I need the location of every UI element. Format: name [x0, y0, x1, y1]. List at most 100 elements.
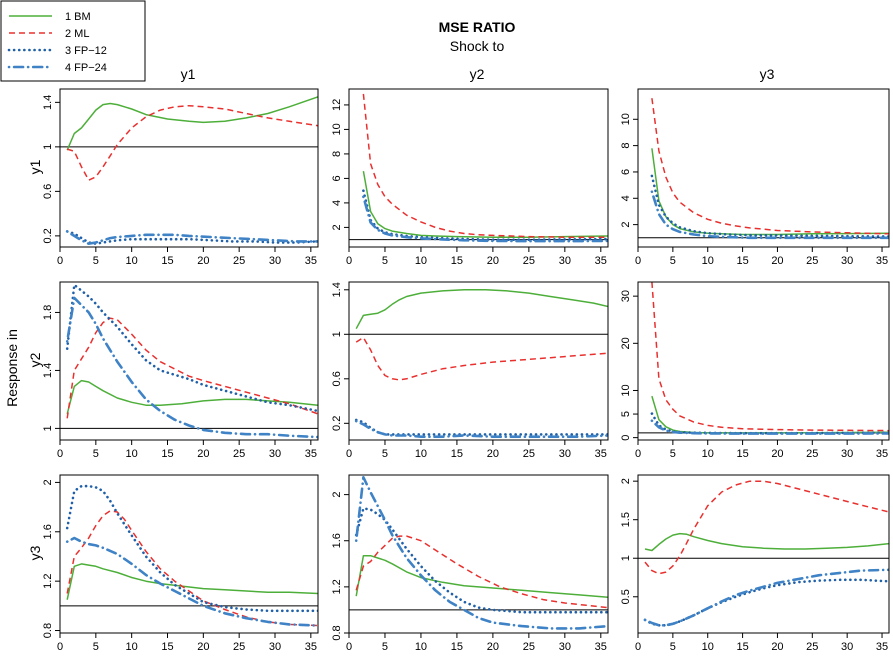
response-in-label: Response in	[4, 329, 20, 407]
panel-r2c2: 0 5 10 15 20 25 30 35 0.2 0.6 1 1.4	[331, 281, 609, 460]
y-tick-label-r1c3: 10	[620, 113, 632, 125]
x-tick-label-r2c2: 15	[451, 448, 463, 460]
x-tick-label-r1c1: 25	[233, 255, 245, 267]
x-tick-label-r2c1: 35	[305, 448, 317, 460]
series-group-r3c2	[354, 476, 608, 630]
x-tick-label-r1c3: 20	[771, 255, 783, 267]
x-tick-label-r2c3: 10	[702, 448, 714, 460]
series-line-fp12-r3c3	[643, 578, 889, 627]
series-line-ml-r2c3	[651, 282, 889, 432]
x-tick-label-r2c2: 30	[559, 448, 571, 460]
x-tick-label-r3c3: 5	[670, 641, 676, 653]
series-line-fp24-r3c2	[354, 476, 608, 630]
series-line-fp12-r1c1	[65, 230, 318, 245]
y-tick-label-r3c3: 1.5	[620, 512, 632, 527]
x-tick-label-r3c1: 0	[57, 641, 63, 653]
series-line-bm-r1c3	[651, 148, 889, 236]
y-tick-label-r1c3: 4	[620, 195, 632, 201]
x-tick-label-r1c1: 35	[305, 255, 317, 267]
x-tick-label-r1c3: 5	[670, 255, 676, 267]
x-tick-label-r1c3: 35	[876, 255, 888, 267]
plot-frame-r3c1	[59, 474, 319, 634]
x-tick-label-r1c2: 35	[595, 255, 607, 267]
series-line-ml-r1c2	[362, 93, 608, 238]
series-line-bm-r1c1	[66, 96, 318, 151]
x-tick-label-r2c2: 5	[382, 448, 388, 460]
y-tick-label-r2c3: 30	[620, 290, 632, 302]
x-tick-label-r1c1: 20	[197, 255, 209, 267]
x-tick-label-r3c1: 35	[305, 641, 317, 653]
y-tick-label-r2c3: 10	[620, 384, 632, 396]
x-tick-label-r3c1: 30	[269, 641, 281, 653]
series-line-fp24-r3c1	[65, 536, 318, 627]
x-tick-label-r3c3: 35	[876, 641, 888, 653]
series-line-fp12-r1c3	[650, 174, 889, 238]
x-tick-label-r1c1: 15	[161, 255, 173, 267]
x-tick-label-r3c2: 15	[451, 641, 463, 653]
panel-r3c3: 0 5 10 15 20 25 30 35 0.5 1 1.5 2	[620, 474, 890, 653]
legend: 1 BM 2 ML 3 FP−12 4 FP−24	[0, 0, 146, 82]
series-line-fp24-r1c1	[65, 230, 318, 245]
y-tick-label-r2c1: 1	[42, 425, 54, 431]
y-tick-label-r3c1: 1.2	[42, 574, 54, 589]
plot-frame-r1c1	[59, 88, 319, 248]
series-line-fp24-r2c1	[65, 296, 318, 439]
y-tick-label-r3c2: 1.6	[331, 533, 343, 548]
x-tick-label-r2c3: 20	[771, 448, 783, 460]
x-tick-label-r3c1: 25	[233, 641, 245, 653]
x-tick-label-r2c1: 5	[93, 448, 99, 460]
x-tick-label-r3c2: 5	[382, 641, 388, 653]
y-tick-label-r3c3: 0.5	[620, 589, 632, 604]
x-tick-label-r1c2: 10	[415, 255, 427, 267]
series-group-r2c3	[650, 282, 889, 435]
panel-r2c1: 0 5 10 15 20 25 30 35 1 1.4 1.8	[42, 281, 319, 460]
y-tick-label-r1c1: 1.4	[42, 95, 54, 110]
x-tick-label-r3c3: 10	[702, 641, 714, 653]
y-tick-label-r1c3: 2	[620, 222, 632, 228]
y-tick-label-r2c3: 20	[620, 337, 632, 349]
x-tick-label-r1c3: 15	[736, 255, 748, 267]
legend-label-bm: 1 BM	[65, 11, 91, 23]
column-label-y2: y2	[470, 66, 485, 82]
series-line-bm-r2c2	[355, 289, 608, 330]
series-line-bm-r3c3	[644, 532, 889, 552]
x-tick-label-r3c3: 0	[635, 641, 641, 653]
figure-subtitle: Shock to	[450, 38, 505, 54]
x-tick-label-r3c3: 15	[736, 641, 748, 653]
y-tick-label-r2c3: 0	[620, 435, 632, 441]
x-tick-label-r3c1: 5	[93, 641, 99, 653]
y-tick-label-r3c2: 1.2	[331, 579, 343, 594]
x-tick-label-r2c2: 0	[346, 448, 352, 460]
y-tick-label-r3c1: 2	[42, 479, 54, 485]
x-tick-label-r1c3: 25	[806, 255, 818, 267]
legend-label-fp24: 4 FP−24	[65, 62, 107, 74]
series-line-ml-r2c2	[355, 336, 608, 381]
plot-frame-r2c3	[637, 281, 890, 441]
series-line-bm-r1c2	[362, 170, 608, 238]
series-line-fp12-r3c2	[354, 507, 608, 614]
plot-frame-r1c2	[348, 88, 609, 248]
series-line-ml-r3c2	[355, 535, 608, 609]
x-tick-label-r1c2: 15	[451, 255, 463, 267]
panel-r2c3: 0 5 10 15 20 25 30 35 0 5 10 20 30	[620, 281, 890, 460]
x-tick-label-r1c3: 10	[702, 255, 714, 267]
y-tick-label-r2c2: 1	[331, 331, 343, 337]
x-tick-label-r2c3: 35	[876, 448, 888, 460]
x-tick-label-r2c2: 35	[595, 448, 607, 460]
plot-frame-r2c2	[348, 281, 609, 441]
x-tick-label-r3c1: 10	[126, 641, 138, 653]
series-line-fp24-r2c3	[650, 419, 889, 435]
x-tick-label-r1c2: 20	[487, 255, 499, 267]
x-tick-label-r2c3: 5	[670, 448, 676, 460]
series-line-ml-r3c3	[644, 480, 889, 575]
x-tick-label-r3c2: 0	[346, 641, 352, 653]
x-tick-label-r2c3: 15	[736, 448, 748, 460]
y-tick-label-r1c2: 10	[331, 123, 343, 135]
x-tick-label-r1c2: 0	[346, 255, 352, 267]
series-line-bm-r2c3	[651, 395, 889, 434]
y-tick-label-r2c1: 1.8	[42, 305, 54, 320]
x-tick-label-r3c3: 30	[841, 641, 853, 653]
panel-r1c3: 0 5 10 15 20 25 30 35 2 4 6 8 10	[620, 88, 890, 267]
x-tick-label-r2c1: 10	[126, 448, 138, 460]
x-tick-label-r3c2: 30	[559, 641, 571, 653]
